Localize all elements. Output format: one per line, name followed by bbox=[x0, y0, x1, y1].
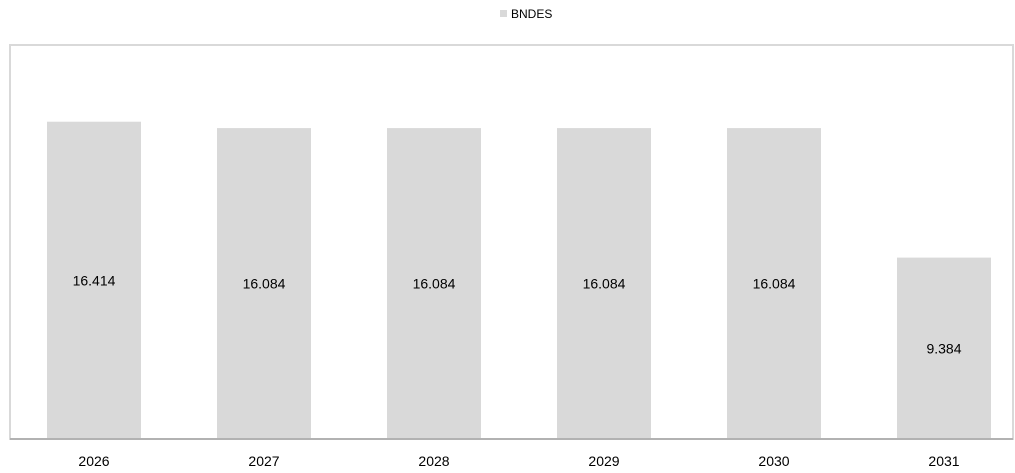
data-label-2031: 9.384 bbox=[926, 340, 961, 356]
x-tick-label-2026: 2026 bbox=[78, 453, 109, 468]
legend-swatch bbox=[500, 10, 507, 17]
x-axis-tick-labels: 2026 2027 2028 2029 2030 2031 bbox=[78, 453, 959, 469]
data-label-2030: 16.084 bbox=[753, 276, 796, 292]
legend-label: BNDES bbox=[511, 7, 552, 21]
bar-2030 bbox=[727, 128, 821, 439]
x-tick-label-2028: 2028 bbox=[418, 453, 449, 468]
x-tick-label-2027: 2027 bbox=[248, 453, 279, 468]
bar-2026 bbox=[47, 121, 141, 439]
x-tick-label-2029: 2029 bbox=[588, 453, 619, 468]
legend: BNDES bbox=[500, 7, 552, 21]
data-label-2029: 16.084 bbox=[583, 276, 626, 292]
bars-group bbox=[47, 121, 991, 439]
plot-area-border bbox=[9, 44, 1014, 440]
x-tick-label-2031: 2031 bbox=[928, 453, 959, 468]
bar-2028 bbox=[387, 128, 481, 439]
data-label-2027: 16.084 bbox=[243, 276, 286, 292]
data-label-2028: 16.084 bbox=[413, 276, 456, 292]
data-label-2026: 16.414 bbox=[73, 272, 116, 288]
data-labels-group: 16.414 16.084 16.084 16.084 16.084 9.384 bbox=[73, 272, 962, 356]
x-tick-label-2030: 2030 bbox=[758, 453, 789, 468]
bar-2031 bbox=[897, 257, 991, 439]
bar-2029 bbox=[557, 128, 651, 439]
bar-2027 bbox=[217, 128, 311, 439]
